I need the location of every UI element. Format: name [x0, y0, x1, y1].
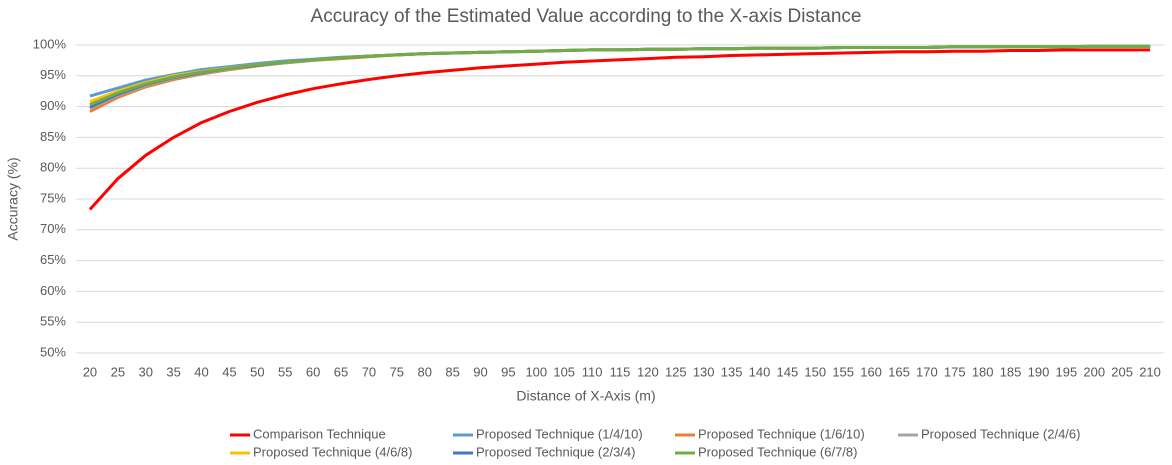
- x-tick-label: 85: [445, 364, 459, 379]
- series-line: [88, 48, 1151, 211]
- x-tick-label: 175: [944, 364, 966, 379]
- y-tick-label: 70%: [40, 221, 66, 236]
- x-tick-label: 130: [693, 364, 715, 379]
- x-tick-label: 120: [637, 364, 659, 379]
- legend-label: Proposed Technique (2/3/4): [476, 444, 635, 459]
- x-tick-label: 40: [194, 364, 208, 379]
- y-tick-label: 85%: [40, 129, 66, 144]
- x-tick-label: 70: [362, 364, 376, 379]
- y-tick-label: 55%: [40, 314, 66, 329]
- x-tick-label: 105: [553, 364, 575, 379]
- y-tick-label: 65%: [40, 252, 66, 267]
- x-tick-label: 200: [1083, 364, 1105, 379]
- x-tick-label: 155: [832, 364, 854, 379]
- series-line: [89, 44, 1151, 98]
- x-tick-label: 110: [582, 364, 603, 379]
- x-tick-label: 170: [916, 364, 938, 379]
- x-tick-label: 80: [417, 364, 431, 379]
- x-tick-label: 125: [665, 364, 687, 379]
- x-tick-label: 205: [1111, 364, 1133, 379]
- x-tick-label: 165: [888, 364, 910, 379]
- series-line: [89, 44, 1151, 113]
- x-tick-label: 190: [1028, 364, 1050, 379]
- series-line: [89, 44, 1151, 110]
- series-line: [89, 44, 1151, 104]
- x-tick-label: 60: [306, 364, 320, 379]
- x-tick-label: 100: [525, 364, 547, 379]
- x-tick-label: 20: [83, 364, 97, 379]
- x-tick-label: 45: [222, 364, 236, 379]
- x-tick-label: 95: [501, 364, 515, 379]
- legend-label: Proposed Technique (1/4/10): [476, 426, 643, 441]
- x-tick-label: 90: [473, 364, 487, 379]
- y-tick-label: 50%: [40, 344, 66, 359]
- y-tick-label: 95%: [40, 67, 66, 82]
- x-tick-label: 145: [777, 364, 799, 379]
- y-tick-label: 80%: [40, 160, 66, 175]
- legend-label: Proposed Technique (4/6/8): [253, 444, 412, 459]
- legend-label: Proposed Technique (6/7/8): [698, 444, 857, 459]
- x-tick-label: 75: [390, 364, 404, 379]
- x-axis-title: Distance of X-Axis (m): [516, 388, 655, 404]
- y-tick-label: 90%: [40, 98, 66, 113]
- x-tick-label: 30: [139, 364, 153, 379]
- legend-label: Proposed Technique (2/4/6): [921, 426, 1080, 441]
- x-tick-label: 25: [111, 364, 125, 379]
- x-tick-label: 65: [334, 364, 348, 379]
- y-tick-label: 75%: [40, 190, 66, 205]
- legend-label: Comparison Technique: [253, 426, 386, 441]
- x-tick-label: 150: [804, 364, 826, 379]
- y-tick-label: 100%: [33, 36, 67, 51]
- x-tick-label: 160: [860, 364, 882, 379]
- x-tick-label: 210: [1139, 364, 1161, 379]
- x-tick-label: 140: [749, 364, 771, 379]
- x-tick-label: 35: [166, 364, 180, 379]
- y-tick-label: 60%: [40, 283, 66, 298]
- y-axis-title: Accuracy (%): [5, 157, 21, 240]
- x-tick-label: 180: [972, 364, 994, 379]
- x-tick-label: 185: [1000, 364, 1022, 379]
- series-line: [89, 44, 1151, 109]
- x-tick-label: 115: [610, 364, 631, 379]
- x-tick-label: 135: [721, 364, 743, 379]
- legend-label: Proposed Technique (1/6/10): [698, 426, 865, 441]
- x-tick-label: 50: [250, 364, 264, 379]
- x-tick-label: 55: [278, 364, 292, 379]
- series-line: [89, 44, 1151, 107]
- chart-title: Accuracy of the Estimated Value accordin…: [311, 6, 862, 27]
- x-tick-label: 195: [1056, 364, 1078, 379]
